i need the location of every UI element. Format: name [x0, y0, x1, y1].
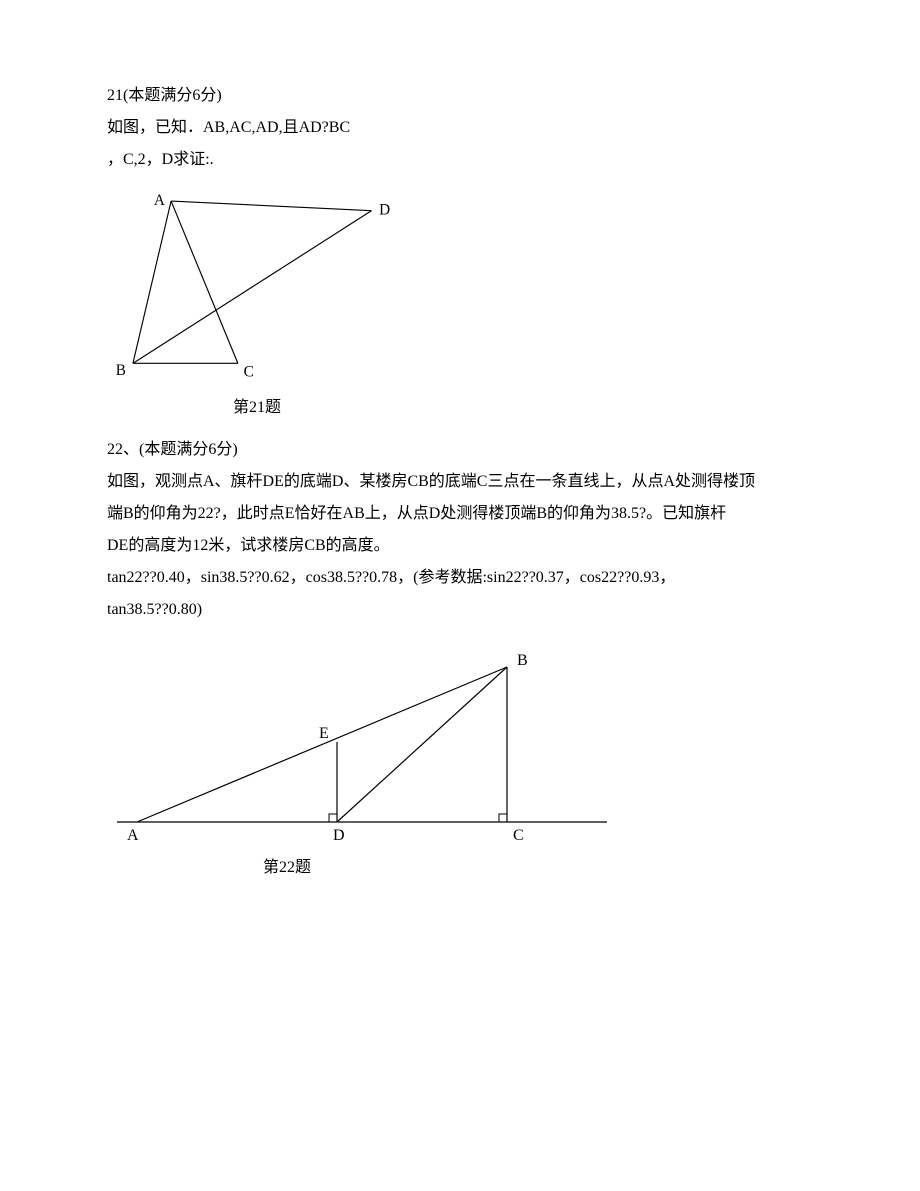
q22-figure-wrap: ADCEB 第22题: [107, 632, 845, 884]
q22-caption: 第22题: [27, 852, 547, 884]
svg-text:A: A: [127, 827, 139, 844]
q22-p2: 端B的仰角为22?，此时点E恰好在AB上，从点D处测得楼顶端B的仰角为38.5?…: [75, 498, 845, 530]
q22-p3: DE的高度为12米，试求楼房CB的高度。: [75, 530, 845, 562]
svg-text:B: B: [116, 362, 126, 379]
q22-p1: 如图，观测点A、旗杆DE的底端D、某楼房CB的底端C三点在一条直线上，从点A处测…: [75, 466, 845, 498]
page: 21(本题满分6分) 如图，已知．AB,AC,AD,且AD?BC ，C,2，D求…: [0, 0, 920, 1191]
q22-header: 22、(本题满分6分): [75, 434, 845, 466]
svg-text:E: E: [319, 725, 329, 742]
svg-text:C: C: [513, 827, 524, 844]
svg-text:A: A: [154, 192, 165, 209]
svg-text:D: D: [379, 201, 390, 218]
q22-p4: tan22??0.40，sin38.5??0.62，cos38.5??0.78，…: [75, 562, 845, 594]
q21-figure: A B C D: [107, 182, 407, 392]
q21-line1: 如图，已知．AB,AC,AD,且AD?BC: [75, 112, 845, 144]
q22-figure: A D C E B: [107, 632, 627, 852]
spacer: [75, 426, 845, 434]
q21-caption: 第21题: [107, 392, 407, 424]
svg-text:C: C: [244, 364, 254, 381]
q21-figure-wrap: A B C D 第21题: [107, 182, 845, 424]
q21-line2: ，C,2，D求证:.: [75, 144, 845, 176]
svg-text:B: B: [517, 652, 528, 669]
q21-header: 21(本题满分6分): [75, 80, 845, 112]
q22-p5: tan38.5??0.80): [75, 594, 845, 626]
svg-text:D: D: [333, 827, 345, 844]
